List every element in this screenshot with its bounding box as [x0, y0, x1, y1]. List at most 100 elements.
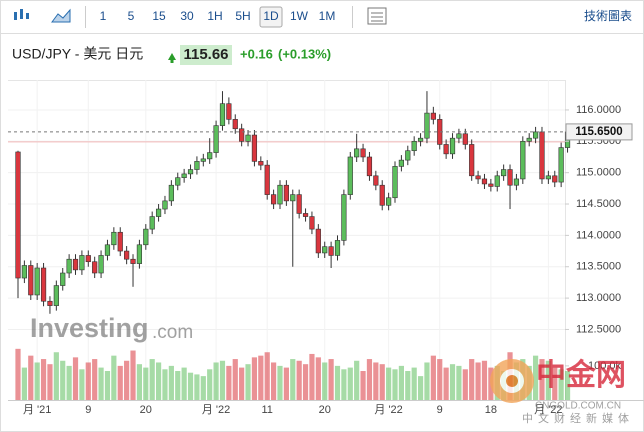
volume-bar — [136, 364, 143, 400]
interval-button[interactable]: 1D — [263, 9, 279, 23]
x-tick-label: 月 '22 — [534, 404, 562, 416]
volume-bar — [366, 359, 373, 400]
volume-bar — [424, 362, 430, 400]
volume-bar — [386, 367, 392, 400]
volume-bar — [117, 365, 123, 400]
volume-bar — [322, 362, 328, 400]
candle-body — [558, 147, 564, 183]
interval-button[interactable]: 15 — [152, 9, 166, 23]
volume-bar — [232, 359, 238, 400]
icon-part — [26, 13, 29, 19]
candle-body — [47, 300, 53, 306]
volume-bar — [53, 352, 59, 400]
volume-bar — [398, 365, 404, 400]
candle-body — [481, 178, 488, 185]
volume-bar — [213, 362, 219, 400]
icon-part — [14, 12, 17, 20]
volume-bar — [373, 362, 379, 400]
volume-bar — [437, 359, 443, 400]
candle-body — [270, 194, 277, 205]
volume-bar — [98, 367, 104, 400]
y-tick-label: 113.5000 — [576, 261, 621, 273]
volume-bar — [469, 359, 475, 400]
candle-body — [354, 148, 360, 158]
interval-button[interactable]: 1H — [207, 9, 222, 23]
watermark: 中金网 — [536, 358, 626, 392]
volume-bar — [558, 369, 564, 400]
candle-body — [40, 267, 47, 302]
candle-body — [258, 161, 264, 166]
candle-body — [277, 184, 283, 205]
interval-button[interactable]: 1M — [319, 9, 336, 23]
axes: 112.5000 113.0000 113.5000 114.0000 114.5000… — [8, 104, 633, 416]
candle-body — [379, 184, 385, 206]
volume-bar — [40, 359, 47, 400]
volume-bar — [181, 367, 187, 400]
candle-body — [347, 156, 353, 195]
x-tick-label: 月 '22 — [202, 404, 230, 416]
volume-bar — [258, 355, 264, 400]
x-tick-label: 11 — [261, 404, 272, 416]
last-price-label: 115.6500 — [575, 126, 622, 138]
candle-body — [366, 156, 373, 177]
candle-body — [494, 175, 500, 187]
candle-body — [290, 194, 296, 202]
volume-tick-label: 100.0k — [588, 360, 622, 372]
interval-button[interactable]: 30 — [180, 9, 194, 23]
interval-button[interactable]: 1 — [100, 9, 107, 23]
candle-body — [187, 169, 194, 175]
volume-bar — [162, 369, 168, 400]
candle-body — [449, 137, 456, 155]
candle-body — [328, 246, 334, 256]
symbol: USD/JPY - 美元 日元 — [12, 46, 143, 62]
candle-body — [72, 258, 79, 271]
candle-body — [104, 244, 111, 256]
volume-bar — [34, 362, 40, 400]
volume-bar — [309, 353, 315, 400]
candle-body — [219, 103, 226, 126]
volume-bar — [143, 367, 149, 400]
change: +0.16 — [240, 46, 273, 61]
candle-body — [15, 151, 21, 279]
candle-body — [117, 231, 123, 252]
table-icon[interactable] — [367, 7, 387, 25]
candle-body — [194, 161, 200, 170]
interval-button[interactable]: 1W — [290, 9, 309, 23]
interval-button[interactable]: 5H — [235, 9, 250, 23]
candle-body — [34, 267, 40, 296]
candle-body — [526, 137, 532, 142]
candle-body — [545, 175, 551, 180]
volume-bar — [360, 371, 366, 400]
candle-body — [283, 184, 289, 202]
volume-bar — [104, 371, 111, 400]
candle-body — [53, 285, 59, 306]
icon-part — [367, 7, 387, 25]
candle-body — [405, 150, 411, 161]
area-icon[interactable] — [51, 8, 71, 23]
volume-bar — [130, 350, 136, 400]
watermark-cngold: 中金网 CNGOLD.COM.CN 中文财经新媒体 — [490, 358, 634, 425]
volume-bar — [21, 367, 27, 400]
candle-body — [162, 200, 168, 210]
volume-bar — [296, 360, 302, 400]
candle-body — [456, 133, 462, 139]
volume-bar — [379, 364, 385, 400]
interval-button[interactable]: 5 — [128, 9, 135, 23]
candles — [15, 91, 571, 314]
candle-body — [207, 152, 213, 160]
chart-link[interactable]: 技術圖表 — [584, 9, 632, 23]
candle-body — [443, 144, 449, 155]
volume-bar — [72, 357, 79, 400]
candle-body — [66, 258, 72, 274]
volume-bar — [79, 369, 85, 400]
candle-body — [136, 244, 143, 264]
candle-body — [264, 164, 270, 195]
volume-bar — [392, 369, 398, 400]
watermark: CNGOLD.COM.CN — [535, 401, 621, 412]
candle-icon[interactable] — [14, 9, 29, 20]
volume-bar — [194, 374, 200, 400]
y-tick-label: 112.5000 — [576, 323, 621, 335]
watermark: 中文财经新媒体 — [522, 411, 634, 425]
y-tick-label: 114.0000 — [576, 229, 621, 241]
